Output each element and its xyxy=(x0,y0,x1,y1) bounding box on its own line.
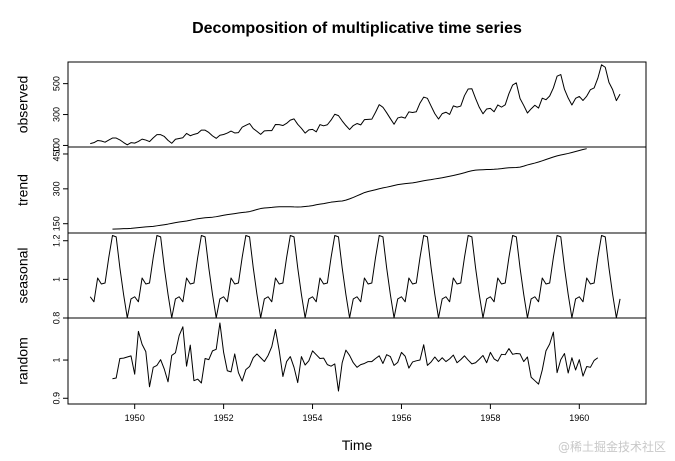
x-tick-label: 1952 xyxy=(214,413,234,423)
panel-random: 0.9 1 random xyxy=(15,317,647,405)
y-tick-label-seasonal: 1 xyxy=(51,277,61,282)
y-axis-label-trend: trend xyxy=(15,174,31,206)
x-axis: 1950 1952 1954 1956 1958 1960 xyxy=(125,404,589,423)
y-tick-label-random: 0.9 xyxy=(51,392,61,405)
y-tick-label-trend: 150 xyxy=(51,216,61,231)
series-line-random xyxy=(112,322,599,392)
y-tick-label-observed: 300 xyxy=(51,107,61,122)
series-line-observed xyxy=(90,64,621,146)
y-axis-label-observed: observed xyxy=(15,76,31,134)
chart-title: Decomposition of multiplicative time ser… xyxy=(192,20,522,37)
y-tick-label-seasonal: 0.8 xyxy=(51,312,61,325)
y-axis-label-random: random xyxy=(15,337,31,384)
x-tick-label: 1960 xyxy=(569,413,589,423)
panel-trend: 150 300 450 trend xyxy=(15,146,647,234)
x-tick-label: 1956 xyxy=(391,413,411,423)
y-tick-label-trend: 300 xyxy=(51,181,61,196)
x-tick-label: 1958 xyxy=(480,413,500,423)
series-line-seasonal xyxy=(89,235,621,319)
y-tick-label-seasonal: 1.2 xyxy=(51,234,61,247)
y-axis-label-seasonal: seasonal xyxy=(15,247,31,303)
panel-seasonal: 0.8 1 1.2 seasonal xyxy=(15,232,647,325)
y-tick-label-observed: 500 xyxy=(51,76,61,91)
x-axis-label: Time xyxy=(342,437,373,453)
x-tick-label: 1950 xyxy=(125,413,145,423)
panels-group: 100 300 500 observed 150 300 450 trend 0.8 1 1.2 se… xyxy=(15,61,647,405)
panel-frame-trend xyxy=(67,146,647,234)
panel-frame-random xyxy=(67,317,647,405)
y-tick-label-trend: 450 xyxy=(51,146,61,161)
series-line-trend xyxy=(112,148,587,230)
y-tick-label-random: 1 xyxy=(51,358,61,363)
panel-observed: 100 300 500 observed xyxy=(15,61,647,153)
y-tick-label-observed: 100 xyxy=(51,138,61,153)
x-tick-label: 1954 xyxy=(303,413,323,423)
watermark-text: @稀土掘金技术社区 xyxy=(558,439,666,454)
